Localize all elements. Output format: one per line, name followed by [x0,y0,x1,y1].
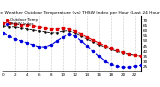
Title: Milwaukee Weather Outdoor Temperature (vs) THSW Index per Hour (Last 24 Hours): Milwaukee Weather Outdoor Temperature (v… [0,11,160,15]
Outdoor Temp [128,54,130,55]
Outdoor Temp [26,24,28,25]
Outdoor Temp [122,52,124,53]
THSW Index [116,66,118,67]
THSW Index [26,42,28,44]
THSW Index [128,67,130,68]
THSW Index [50,44,52,46]
Outdoor Temp [38,26,40,27]
THSW Index [20,40,22,41]
THSW Index [92,51,94,52]
THSW Index [140,65,142,66]
Outdoor Temp [140,56,142,57]
Outdoor Temp [56,28,58,29]
Outdoor Temp [110,48,112,49]
Outdoor Temp [104,46,106,47]
Legend: Outdoor Temp, THSW Index: Outdoor Temp, THSW Index [5,18,39,27]
THSW Index [32,44,34,46]
Outdoor Temp [8,22,10,23]
Outdoor Temp [32,25,34,26]
THSW Index [38,47,40,48]
THSW Index [2,32,4,33]
Outdoor Temp [14,23,16,24]
THSW Index [74,35,76,36]
THSW Index [110,64,112,65]
Outdoor Temp [116,50,118,51]
Outdoor Temp [98,42,100,44]
THSW Index [68,33,70,34]
Outdoor Temp [50,28,52,29]
Line: THSW Index: THSW Index [2,32,142,68]
Outdoor Temp [2,22,4,23]
Outdoor Temp [74,30,76,31]
THSW Index [122,67,124,68]
Outdoor Temp [20,24,22,25]
THSW Index [86,46,88,47]
THSW Index [98,56,100,57]
Outdoor Temp [80,33,82,34]
Outdoor Temp [134,55,136,56]
Outdoor Temp [44,27,46,28]
Outdoor Temp [68,28,70,29]
THSW Index [62,36,64,37]
THSW Index [8,35,10,36]
THSW Index [44,47,46,48]
THSW Index [14,38,16,39]
Outdoor Temp [86,36,88,37]
Outdoor Temp [62,27,64,28]
Outdoor Temp [92,39,94,40]
THSW Index [104,61,106,62]
THSW Index [134,66,136,67]
Line: Outdoor Temp: Outdoor Temp [2,22,142,57]
THSW Index [56,40,58,41]
THSW Index [80,40,82,41]
